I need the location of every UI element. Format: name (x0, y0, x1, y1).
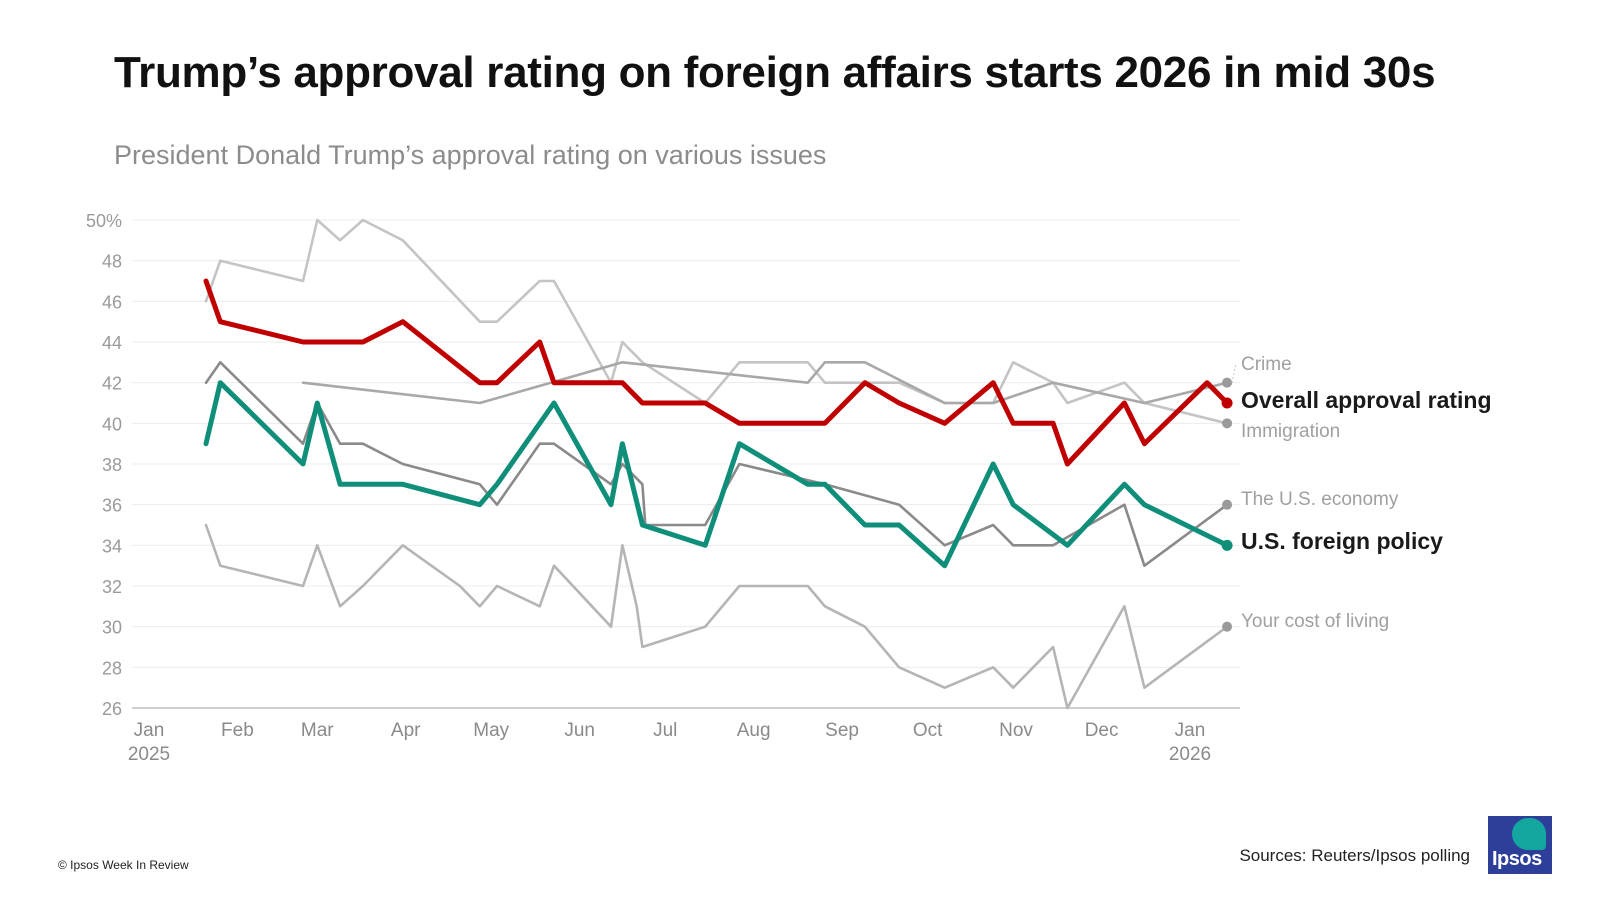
x-tick-label: Jan (134, 720, 165, 741)
y-tick-label: 36 (102, 496, 122, 516)
y-axis-ticks: 26 28 30 32 34 36 38 40 42 44 46 48 50% (86, 211, 122, 719)
chart-subtitle: President Donald Trump’s approval rating… (114, 140, 827, 170)
series-lines (203, 218, 1233, 710)
x-tick-year-label: 2026 (1169, 744, 1211, 765)
x-tick-label: Oct (913, 720, 943, 741)
x-tick-label: Jul (653, 720, 677, 741)
y-tick-label: 46 (102, 292, 122, 312)
y-tick-label: 26 (102, 699, 122, 719)
series-label-your-cost-of-living: Your cost of living (1241, 611, 1389, 632)
y-tick-label: 50% (86, 211, 122, 231)
series-label-u-s-foreign-policy: U.S. foreign policy (1241, 528, 1443, 554)
series-end-point (1222, 418, 1233, 429)
series-label-the-u-s-economy: The U.S. economy (1241, 489, 1399, 510)
y-tick-label: 42 (102, 374, 122, 394)
series-end-point (1222, 377, 1233, 388)
series-end-point (1222, 499, 1233, 510)
series-line-crime (301, 360, 1229, 405)
series-end-point (1221, 539, 1233, 551)
x-axis-ticks: Jan 2025 Feb Mar Apr May Jun Jul Aug Sep Oct Nov Dec… (128, 720, 1211, 765)
y-tick-label: 40 (102, 414, 122, 434)
series-line-your-cost-of-living (204, 523, 1229, 710)
logo-text: Ipsos (1492, 848, 1542, 870)
y-tick-label: 38 (102, 455, 122, 475)
series-label-overall-approval-rating: Overall approval rating (1241, 387, 1492, 413)
series-line-u-s-foreign-policy (203, 380, 1230, 569)
series-label-immigration: Immigration (1241, 421, 1340, 442)
x-tick-label: Dec (1085, 720, 1119, 741)
label-leader (1231, 362, 1237, 383)
series-labels: Your cost of living Immigration Crime The U… (1231, 354, 1492, 632)
series-end-point (1222, 621, 1233, 632)
y-tick-label: 44 (102, 333, 122, 353)
x-tick-label: Mar (301, 720, 334, 741)
x-tick-label: Jun (564, 720, 595, 741)
x-tick-label: Nov (999, 720, 1033, 741)
copyright-note: © Ipsos Week In Review (58, 858, 189, 872)
series-label-crime: Crime (1241, 354, 1292, 375)
ipsos-logo: Ipsos (1488, 816, 1552, 874)
logo-mark-icon (1512, 818, 1546, 850)
chart-title: Trump’s approval rating on foreign affai… (114, 48, 1436, 97)
series-line-overall-approval-rating (203, 278, 1230, 467)
series-end-point (1221, 397, 1233, 409)
y-tick-label: 28 (102, 658, 122, 678)
series-line-immigration (204, 218, 1229, 425)
x-tick-label: Apr (391, 720, 421, 741)
x-tick-label: Feb (221, 720, 254, 741)
y-tick-label: 30 (102, 618, 122, 638)
y-tick-label: 34 (102, 536, 122, 556)
x-tick-label: May (473, 720, 509, 741)
y-tick-label: 32 (102, 577, 122, 597)
x-tick-label: Sep (825, 720, 859, 741)
x-tick-label: Jan (1175, 720, 1206, 741)
y-tick-label: 48 (102, 252, 122, 272)
x-tick-label: Aug (737, 720, 771, 741)
x-tick-year-label: 2025 (128, 744, 170, 765)
gridlines (132, 219, 1240, 709)
source-note: Sources: Reuters/Ipsos polling (1239, 846, 1470, 865)
